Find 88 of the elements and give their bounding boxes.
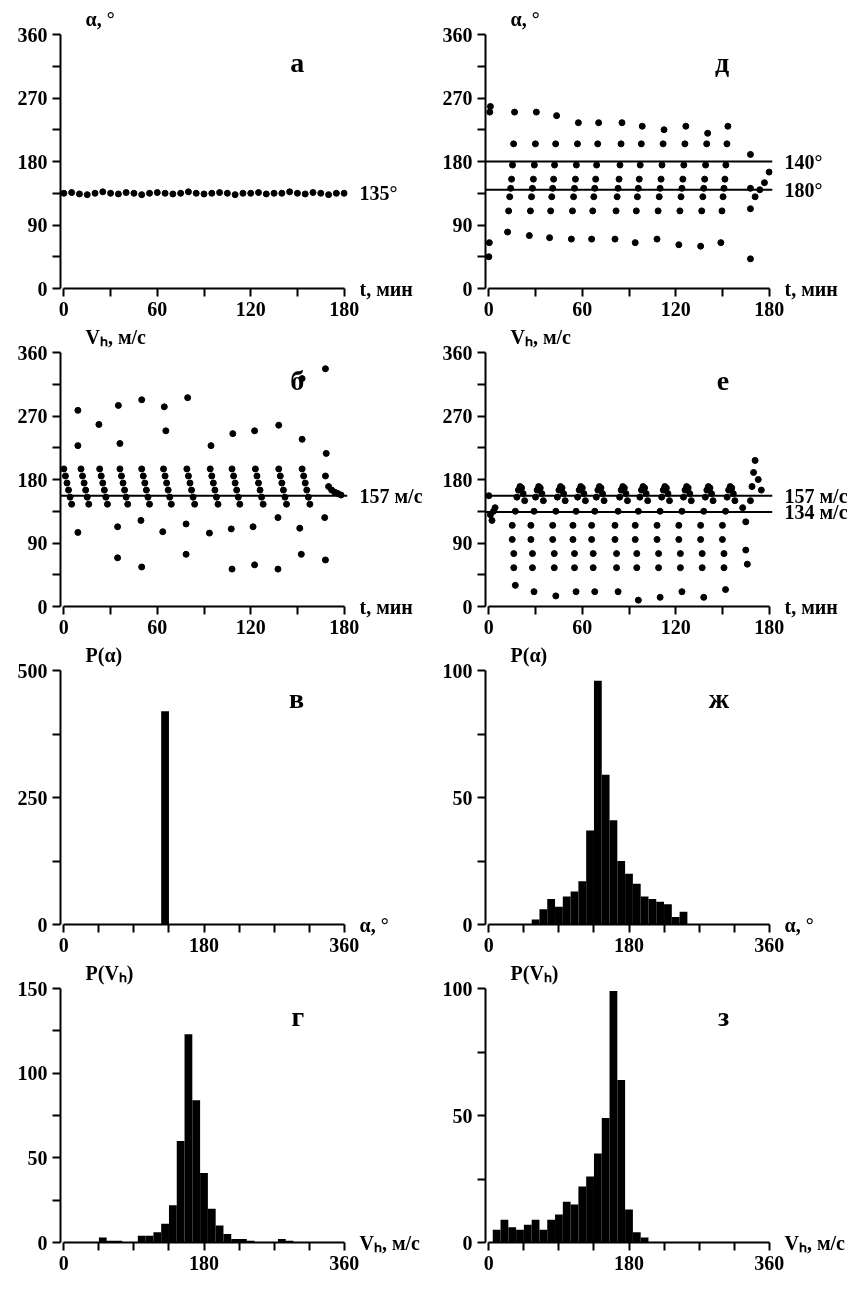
x-tick-label: 360: [754, 1251, 785, 1274]
chart-title: а: [290, 46, 305, 78]
y-tick-label: 50: [452, 786, 473, 809]
x-tick-label: 0: [58, 615, 69, 638]
y-tick-label: 360: [442, 23, 473, 46]
annotation: 135°: [359, 182, 398, 205]
x-axis-title: α, °: [359, 913, 389, 936]
text: 180°: [784, 178, 823, 201]
x-tick-label: 0: [483, 615, 494, 638]
y-tick-label: 180: [17, 468, 48, 491]
x-axis-title: α, °: [784, 913, 814, 936]
x-tick-label: 60: [147, 615, 168, 638]
y-axis-title: P(Vₕ): [85, 961, 134, 985]
y-tick-label: 90: [452, 532, 473, 554]
y-tick-label: 100: [17, 1062, 48, 1085]
y-axis-title: Vₕ, м/с: [510, 325, 572, 348]
y-tick-label: 180: [442, 468, 473, 491]
y-tick-label: 360: [17, 341, 48, 364]
x-tick-label: 120: [660, 615, 691, 638]
x-tick-label: 120: [235, 297, 266, 320]
x-axis-title: t, мин: [359, 277, 413, 300]
y-tick-label: 270: [17, 87, 48, 109]
x-tick-label: 180: [754, 297, 785, 320]
y-tick-label: 0: [37, 277, 48, 300]
y-tick-label: 150: [17, 977, 48, 1000]
y-tick-label: 0: [37, 913, 48, 936]
y-tick-label: 180: [17, 150, 48, 173]
x-tick-label: 180: [329, 615, 360, 638]
y-tick-label: 0: [462, 913, 473, 936]
y-axis-title: Vₕ, м/с: [85, 325, 147, 348]
y-tick-label: 270: [17, 405, 48, 427]
y-axis-title: P(Vₕ): [510, 961, 559, 985]
chart-title: з: [717, 1000, 730, 1032]
y-tick-label: 180: [442, 150, 473, 173]
y-tick-label: 270: [442, 87, 473, 109]
x-tick-label: 0: [483, 297, 494, 320]
x-tick-label: 0: [58, 297, 69, 320]
y-tick-label: 360: [17, 23, 48, 46]
chart-title: д: [714, 46, 730, 78]
y-tick-label: 50: [27, 1146, 48, 1169]
x-tick-label: 180: [329, 297, 360, 320]
chart-title: ж: [708, 682, 730, 714]
y-tick-label: 360: [442, 341, 473, 364]
y-tick-label: 0: [462, 1231, 473, 1254]
y-tick-label: 250: [17, 786, 48, 809]
y-tick-label: 50: [452, 1104, 473, 1127]
y-tick-label: 100: [442, 977, 473, 1000]
y-axis-title: α, °: [510, 7, 540, 30]
x-tick-label: 60: [572, 297, 593, 320]
x-tick-label: 0: [483, 1251, 494, 1274]
y-tick-label: 0: [37, 595, 48, 618]
y-axis-title: P(α): [85, 643, 123, 667]
y-tick-label: 90: [452, 214, 473, 236]
x-tick-label: 0: [58, 933, 69, 956]
chart-title: в: [289, 682, 305, 714]
x-tick-label: 0: [58, 1251, 69, 1274]
y-tick-label: 270: [442, 405, 473, 427]
x-tick-label: 360: [754, 933, 785, 956]
y-tick-label: 0: [37, 1231, 48, 1254]
y-tick-label: 0: [462, 277, 473, 300]
y-tick-label: 100: [442, 659, 473, 682]
ref-line-label: 157 м/с: [359, 484, 423, 507]
x-tick-label: 60: [147, 297, 168, 320]
y-tick-label: 500: [17, 659, 48, 682]
y-tick-label: 90: [27, 214, 48, 236]
x-axis-title: Vₕ, м/с: [784, 1231, 846, 1254]
x-tick-label: 180: [189, 1251, 219, 1274]
x-tick-label: 360: [329, 1251, 360, 1274]
x-tick-label: 180: [754, 615, 785, 638]
x-axis-title: Vₕ, м/с: [359, 1231, 421, 1254]
y-tick-label: 90: [27, 532, 48, 554]
x-tick-label: 60: [572, 615, 593, 638]
x-axis-title: t, мин: [784, 277, 838, 300]
x-tick-label: 120: [660, 297, 691, 320]
chart-title: е: [716, 364, 730, 396]
x-tick-label: 180: [189, 933, 219, 956]
x-tick-label: 360: [329, 933, 360, 956]
x-tick-label: 120: [235, 615, 266, 638]
chart-title: г: [291, 1000, 305, 1032]
x-tick-label: 0: [483, 933, 494, 956]
y-axis-title: α, °: [85, 7, 115, 30]
text: 140°: [784, 150, 823, 173]
x-tick-label: 180: [614, 1251, 644, 1274]
x-axis-title: t, мин: [359, 595, 413, 618]
x-axis-title: t, мин: [784, 595, 838, 618]
y-tick-label: 0: [462, 595, 473, 618]
x-tick-label: 180: [614, 933, 644, 956]
y-axis-title: P(α): [510, 643, 548, 667]
